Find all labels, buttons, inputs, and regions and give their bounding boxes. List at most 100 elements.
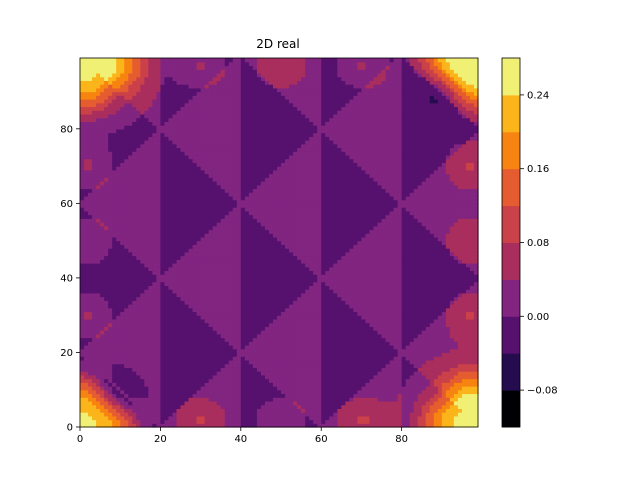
contour-cell <box>172 356 178 361</box>
contour-cell <box>381 359 387 365</box>
contour-cell <box>341 277 346 283</box>
contour-cell <box>417 304 423 309</box>
contour-cell <box>220 330 226 335</box>
contour-cell <box>445 285 451 290</box>
contour-cell <box>256 236 262 242</box>
contour-cell <box>301 341 306 346</box>
contour-cell <box>204 292 210 298</box>
contour-cell <box>108 400 113 406</box>
contour-cell <box>397 348 403 354</box>
contour-cell <box>232 322 238 327</box>
contour-cell <box>272 318 278 324</box>
contour-cell <box>353 322 358 327</box>
contour-cell <box>184 289 190 294</box>
contour-cell <box>369 270 375 275</box>
contour-cell <box>180 382 186 387</box>
contour-cell <box>112 367 117 372</box>
contour-cell <box>140 393 145 398</box>
contour-cell <box>449 326 455 331</box>
contour-cell <box>92 363 97 368</box>
contour-cell <box>445 266 451 272</box>
contour-cell <box>305 367 310 372</box>
contour-cell <box>252 397 258 402</box>
contour-cell <box>369 341 375 346</box>
contour-cell <box>361 251 367 257</box>
contour-cell <box>244 393 250 398</box>
contour-cell <box>128 266 133 272</box>
contour-cell <box>176 255 182 260</box>
contour-cell <box>268 386 274 391</box>
contour-cell <box>252 333 258 339</box>
contour-cell <box>132 330 137 335</box>
contour-cell <box>80 281 85 286</box>
contour-cell <box>321 244 326 249</box>
contour-cell <box>220 236 226 242</box>
contour-cell <box>140 352 145 357</box>
contour-cell <box>405 352 411 357</box>
contour-cell <box>381 263 387 268</box>
contour-cell <box>188 341 194 346</box>
contour-cell <box>393 419 399 424</box>
contour-cell <box>397 304 403 309</box>
contour-cell <box>453 318 459 324</box>
contour-cell <box>457 248 463 253</box>
contour-cell <box>437 307 443 313</box>
contour-cell <box>96 348 101 354</box>
contour-cell <box>425 296 431 301</box>
contour-cell <box>425 363 431 368</box>
contour-cell <box>429 292 435 298</box>
contour-cell <box>401 277 407 283</box>
contour-cell <box>248 371 254 376</box>
contour-cell <box>449 386 455 391</box>
contour-cell <box>100 292 105 298</box>
contour-cell <box>297 393 302 398</box>
contour-cell <box>212 240 218 245</box>
contour-cell <box>473 408 479 413</box>
contour-cell <box>305 423 310 428</box>
contour-cell <box>349 322 354 327</box>
contour-cell <box>457 374 463 380</box>
contour-cell <box>232 300 238 305</box>
contour-cell <box>413 263 419 268</box>
contour-cell <box>369 263 375 268</box>
contour-cell <box>473 378 479 383</box>
contour-cell <box>405 255 411 260</box>
contour-cell <box>409 408 415 413</box>
contour-cell <box>248 415 254 421</box>
contour-cell <box>433 333 439 339</box>
contour-cell <box>164 356 170 361</box>
contour-cell <box>196 315 202 320</box>
contour-cell <box>128 412 133 417</box>
contour-cell <box>369 292 375 298</box>
contour-cell <box>168 326 174 331</box>
contour-cell <box>329 356 334 361</box>
contour-cell <box>84 408 89 413</box>
contour-cell <box>369 408 375 413</box>
contour-cell <box>365 296 371 301</box>
contour-cell <box>220 374 226 380</box>
contour-cell <box>180 263 186 268</box>
contour-cell <box>84 240 89 245</box>
contour-cell <box>321 277 326 283</box>
contour-cell <box>224 292 230 298</box>
contour-cell <box>140 281 145 286</box>
contour-cell <box>461 307 467 313</box>
contour-cell <box>325 322 330 327</box>
contour-cell <box>124 318 129 324</box>
contour-cell <box>208 356 214 361</box>
contour-cell <box>140 348 145 354</box>
contour-cell <box>212 352 218 357</box>
contour-cell <box>92 322 97 327</box>
contour-cell <box>148 292 153 298</box>
contour-cell <box>204 255 210 260</box>
contour-cell <box>80 304 85 309</box>
contour-cell <box>152 356 157 361</box>
contour-cell <box>136 270 141 275</box>
contour-cell <box>285 337 290 342</box>
contour-cell <box>180 359 186 365</box>
contour-cell <box>461 345 467 350</box>
contour-cell <box>313 281 318 286</box>
contour-cell <box>96 251 101 257</box>
contour-cell <box>128 415 133 421</box>
contour-cell <box>232 393 238 398</box>
